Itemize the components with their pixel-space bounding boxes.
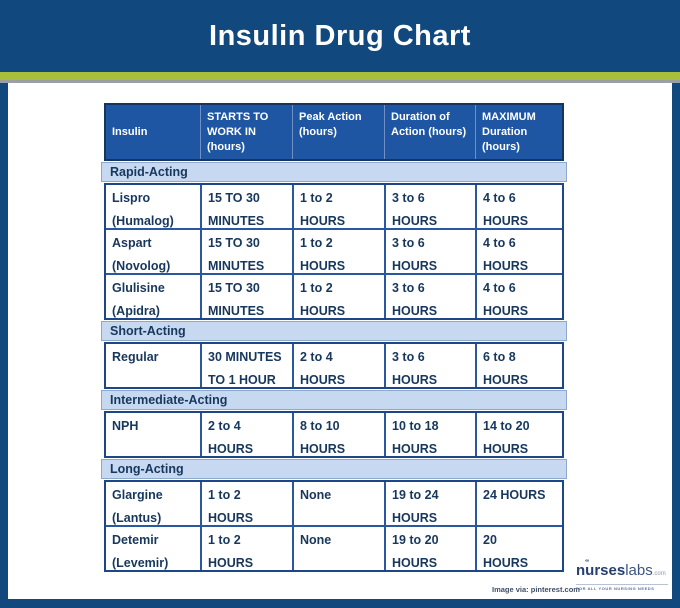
column-header-maximum: MAXIMUM Duration (hours) bbox=[475, 105, 562, 159]
value-cell: 4 to 6 HOURS bbox=[475, 185, 562, 228]
table-row-detemir: Detemir (Levemir) 1 to 2 HOURS None 19 to 2… bbox=[106, 525, 562, 570]
value-cell: 3 to 6 HOURS bbox=[384, 230, 475, 273]
value-cell: 14 to 20 HOURS bbox=[475, 413, 562, 456]
value-cell: None bbox=[292, 527, 384, 570]
value-cell: 15 TO 30 MINUTES bbox=[200, 230, 292, 273]
insulin-name-cell: Aspart (Novolog) bbox=[112, 236, 171, 273]
value-cell: 4 to 6 HOURS bbox=[475, 230, 562, 273]
insulin-table: Insulin STARTS TO WORK IN (hours) Peak Act… bbox=[101, 103, 567, 572]
table-row-aspart: Aspart (Novolog) 15 TO 30 MINUTES 1 to 2 H… bbox=[106, 228, 562, 273]
section-header-rapid-acting: Rapid-Acting bbox=[101, 162, 567, 182]
insulin-name-cell: Glargine (Lantus) bbox=[112, 488, 163, 525]
value-cell: 1 to 2 HOURS bbox=[200, 482, 292, 525]
column-header-insulin: Insulin bbox=[112, 125, 148, 138]
value-cell: 3 to 6 HOURS bbox=[384, 275, 475, 318]
insulin-name-cell: NPH bbox=[112, 419, 139, 433]
table-row-glulisine: Glulisine (Apidra) 15 TO 30 MINUTES 1 to 2… bbox=[106, 273, 562, 318]
section-header-long-acting: Long-Acting bbox=[101, 459, 567, 479]
table-body: Rapid-Acting Lispro (Humalog) 15 TO 30 MIN… bbox=[101, 162, 567, 572]
table-row-lispro: Lispro (Humalog) 15 TO 30 MINUTES 1 to 2 H… bbox=[106, 185, 562, 228]
value-cell: 3 to 6 HOURS bbox=[384, 185, 475, 228]
value-cell: 24 HOURS bbox=[475, 482, 562, 525]
value-cell: 2 to 4 HOURS bbox=[292, 344, 384, 387]
divider-line bbox=[0, 80, 680, 83]
insulin-name-cell: Glulisine (Apidra) bbox=[112, 281, 165, 318]
value-cell: 19 to 24 HOURS bbox=[384, 482, 475, 525]
section-rows-intermediate-acting: NPH 2 to 4 HOURS 8 to 10 HOURS 10 to 18 HOU… bbox=[104, 411, 564, 458]
table-row-nph: NPH 2 to 4 HOURS 8 to 10 HOURS 10 to 18 HOU… bbox=[106, 413, 562, 456]
value-cell: 10 to 18 HOURS bbox=[384, 413, 475, 456]
nurse-figure-icon: u bbox=[585, 562, 594, 579]
value-cell: 15 TO 30 MINUTES bbox=[200, 185, 292, 228]
value-cell: 8 to 10 HOURS bbox=[292, 413, 384, 456]
right-frame-border bbox=[672, 83, 680, 599]
section-rows-rapid-acting: Lispro (Humalog) 15 TO 30 MINUTES 1 to 2 H… bbox=[104, 183, 564, 320]
page-header-banner: Insulin Drug Chart bbox=[0, 0, 680, 72]
table-row-glargine: Glargine (Lantus) 1 to 2 HOURS None 19 to 2… bbox=[106, 482, 562, 525]
section-rows-long-acting: Glargine (Lantus) 1 to 2 HOURS None 19 to 2… bbox=[104, 480, 564, 572]
column-header-peak-action: Peak Action (hours) bbox=[292, 105, 384, 159]
insulin-name-cell: Detemir (Levemir) bbox=[112, 533, 169, 570]
value-cell: 15 TO 30 MINUTES bbox=[200, 275, 292, 318]
logo-tagline: FOR ALL YOUR NURSING NEEDS bbox=[576, 584, 668, 591]
bottom-frame-border bbox=[0, 599, 680, 608]
section-header-short-acting: Short-Acting bbox=[101, 321, 567, 341]
value-cell: 6 to 8 HOURS bbox=[475, 344, 562, 387]
value-cell: 20 HOURS bbox=[475, 527, 562, 570]
value-cell: 19 to 20 HOURS bbox=[384, 527, 475, 570]
value-cell: 2 to 4 HOURS bbox=[200, 413, 292, 456]
value-cell: 1 to 2 HOURS bbox=[292, 230, 384, 273]
value-cell: 3 to 6 HOURS bbox=[384, 344, 475, 387]
table-header-row: Insulin STARTS TO WORK IN (hours) Peak Act… bbox=[104, 103, 564, 161]
accent-stripe bbox=[0, 72, 680, 80]
value-cell: None bbox=[292, 482, 384, 525]
left-frame-border bbox=[0, 83, 8, 599]
value-cell: 30 MINUTES TO 1 HOUR bbox=[200, 344, 292, 387]
table-row-regular: Regular 30 MINUTES TO 1 HOUR 2 to 4 HOURS 3… bbox=[106, 344, 562, 387]
column-header-duration-of: Duration of Action (hours) bbox=[384, 105, 475, 159]
image-credit: Image via: pinterest.com bbox=[492, 585, 580, 594]
value-cell: 1 to 2 HOURS bbox=[292, 275, 384, 318]
page-title: Insulin Drug Chart bbox=[209, 19, 471, 52]
column-header-starts-to: STARTS TO WORK IN (hours) bbox=[200, 105, 292, 159]
insulin-name-cell: Lispro (Humalog) bbox=[112, 191, 174, 228]
section-rows-short-acting: Regular 30 MINUTES TO 1 HOUR 2 to 4 HOURS 3… bbox=[104, 342, 564, 389]
insulin-name-cell: Regular bbox=[112, 350, 159, 364]
nurseslabs-logo: nurseslabs.com FOR ALL YOUR NURSING NEED… bbox=[576, 563, 668, 591]
value-cell: 4 to 6 HOURS bbox=[475, 275, 562, 318]
section-header-intermediate-acting: Intermediate-Acting bbox=[101, 390, 567, 410]
value-cell: 1 to 2 HOURS bbox=[200, 527, 292, 570]
nurseslabs-wordmark: nurseslabs.com bbox=[576, 563, 668, 582]
value-cell: 1 to 2 HOURS bbox=[292, 185, 384, 228]
